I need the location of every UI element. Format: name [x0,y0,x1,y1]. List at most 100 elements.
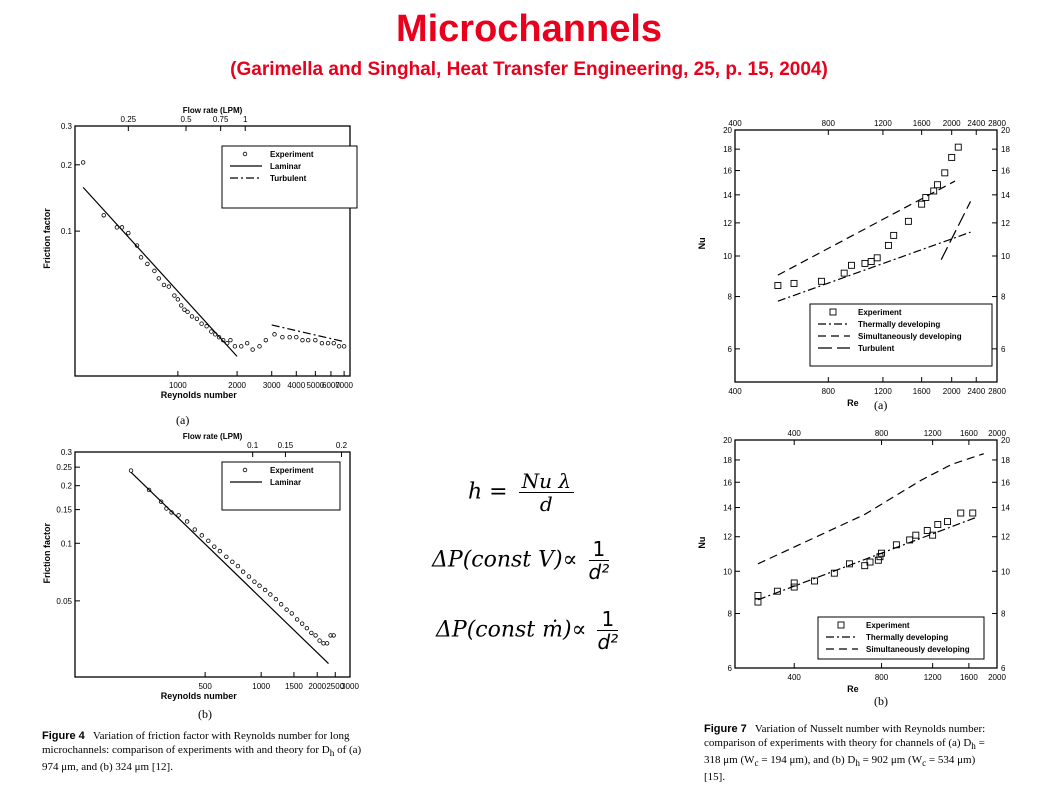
plot-frame [74,451,351,678]
equation-h-lhs: h = [468,479,508,505]
fig4b-sublabel: (b) [198,707,212,721]
y-tick-label: 14 [723,191,732,200]
data-point [817,277,825,285]
data-point [840,269,848,277]
equation-dp-const-m: ΔP(const ṁ)∝ 1 d² [436,608,619,653]
data-point [319,340,325,346]
data-point [272,332,277,337]
y-tick-label-right: 20 [1001,436,1010,445]
x-tick-label: 7000 [335,381,353,390]
y-tick-label: 6 [728,664,733,673]
data-point [790,279,798,287]
x-axis-label: Re [847,684,859,694]
x-tick-label-top: 800 [875,429,889,438]
data-point [244,340,250,346]
x-axis-label: Reynolds number [161,691,238,701]
data-point [189,314,195,319]
data-point [969,509,977,517]
legend-label: Thermally developing [866,633,948,642]
data-point [304,625,310,631]
x-tick-label: 2000 [228,381,246,390]
data-point [300,337,305,343]
data-point [250,347,255,352]
equation-dp-const-v-numerator: 1 [588,538,610,561]
x-tick-label: 400 [788,673,802,682]
data-point [923,527,931,534]
data-point [341,344,347,349]
figure7-caption-sub-c1: c [754,758,759,769]
legend-box [817,616,985,660]
data-point [874,556,882,564]
y-tick-label: 8 [728,610,733,619]
data-point [331,340,336,346]
data-point [192,527,197,532]
x-tick-label-top: 2000 [988,429,1006,438]
legend-label: Simultaneously developing [858,332,962,341]
series-line-simultaneously-developing [777,180,956,276]
equation-h-denominator: d [539,492,553,516]
equation-h-fraction: Nu λ d [518,470,575,516]
legend-label: Simultaneously developing [866,645,970,654]
x-tick-label: 3000 [341,682,359,691]
top-tick-label: 0.1 [247,441,259,450]
figure7-caption-line2: comparison of experiments with theory fo… [704,737,972,749]
data-point [161,282,167,288]
top-tick-label: 0.5 [180,115,192,124]
legend-marker [242,467,248,473]
series-line-laminar [130,471,329,665]
y-tick-label-right: 10 [1001,252,1010,261]
legend-label: Laminar [270,478,301,487]
x-tick-label-top: 1200 [924,429,942,438]
x-tick-label-top: 800 [822,119,836,128]
y-tick-label: 0.05 [56,597,72,606]
figure7-caption-line4: [15]. [704,771,726,784]
x-tick-label: 800 [875,673,889,682]
data-point [948,153,956,161]
y-tick-label: 18 [723,456,732,465]
figure7-caption: Figure 7 Variation of Nusselt number wit… [704,722,1034,784]
legend-marker [837,621,845,629]
fig7a-svg: 400 400 800 800 1200 1200 1600 1600 2000 2000 2400… [697,119,1010,408]
data-point [754,598,762,606]
data-point [185,309,190,315]
data-point [101,213,106,218]
y-tick-label-right: 6 [1001,664,1006,673]
y-tick-label: 12 [723,219,732,228]
fig4b-chart: 500 1000 1500 2000 2500 3000 0.3 0.25 0.2 0.15 0.1… [40,432,370,702]
series-line-turbulent [271,324,345,343]
x-tick-label: 1600 [960,673,978,682]
data-point [299,621,305,626]
data-point [184,519,190,524]
fig7a-chart: 400 400 800 800 1200 1200 1600 1600 2000 2000 2400… [690,112,1020,408]
data-point [268,592,273,597]
x-tick-label: 1500 [285,682,303,691]
x-tick-label: 2000 [943,387,961,396]
equation-h-numerator: Nu λ [518,470,575,493]
data-point [194,316,200,321]
data-point [306,337,311,343]
x-tick-label-top: 1600 [913,119,931,128]
data-point [830,569,838,577]
data-point [199,321,204,326]
legend-box [809,303,993,367]
y-tick-label-right: 10 [1001,567,1010,576]
series-line-thermally-developing [757,516,977,601]
figure7-caption-sub-h2: h [855,758,860,769]
data-point [172,293,177,298]
data-point [284,607,289,612]
data-point [331,633,336,638]
x-tick-label-top: 1600 [960,429,978,438]
y-tick-label-right: 18 [1001,456,1010,465]
data-point [294,617,300,622]
x-tick-label: 3000 [263,381,281,390]
data-point [246,574,252,579]
data-point [204,324,209,329]
top-tick-label: 0.75 [213,115,229,124]
data-point [873,254,881,262]
figure7-caption-line3d: = 534 μm) [926,754,976,767]
data-point [325,340,331,346]
y-tick-label-right: 8 [1001,610,1006,619]
x-tick-label: 1600 [913,387,931,396]
data-point [217,548,223,554]
y-axis-label: Friction factor [42,523,52,584]
